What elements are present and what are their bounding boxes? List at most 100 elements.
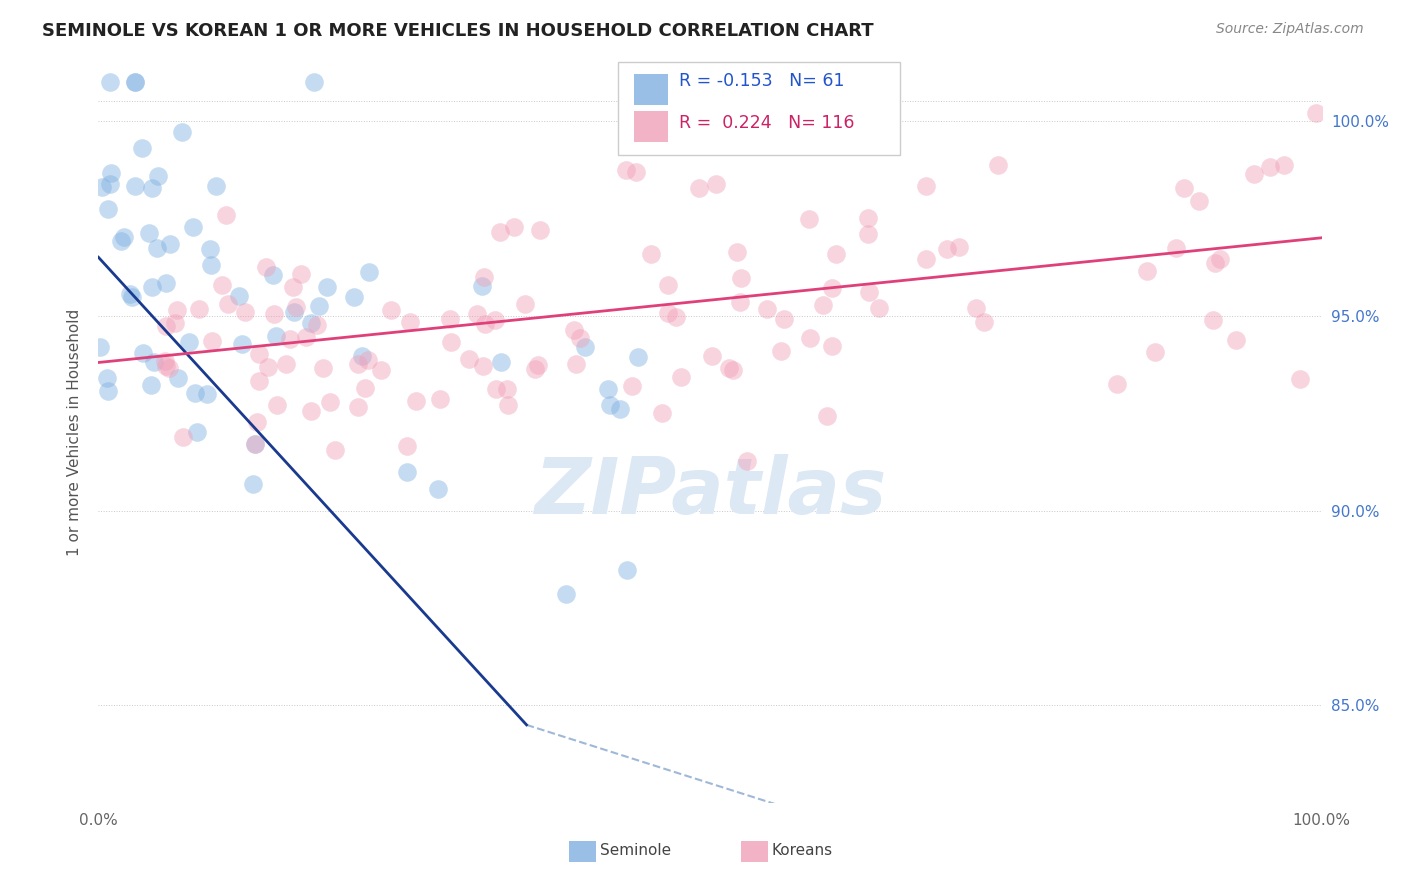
Point bbox=[471, 279, 494, 293]
Point bbox=[347, 357, 370, 371]
Point bbox=[627, 350, 650, 364]
Point bbox=[704, 177, 727, 191]
Point bbox=[596, 382, 619, 396]
Point bbox=[312, 361, 335, 376]
Point bbox=[1208, 252, 1230, 266]
Point bbox=[91, 180, 114, 194]
Point bbox=[319, 395, 342, 409]
Point bbox=[688, 181, 710, 195]
Text: SEMINOLE VS KOREAN 1 OR MORE VEHICLES IN HOUSEHOLD CORRELATION CHART: SEMINOLE VS KOREAN 1 OR MORE VEHICLES IN… bbox=[42, 22, 873, 40]
Point bbox=[484, 383, 506, 397]
Point bbox=[868, 301, 890, 315]
Point bbox=[1289, 372, 1312, 386]
Text: Koreans: Koreans bbox=[772, 843, 832, 858]
Point bbox=[242, 477, 264, 491]
Point bbox=[166, 302, 188, 317]
Point bbox=[755, 302, 778, 317]
Point bbox=[718, 360, 741, 375]
Point bbox=[247, 346, 270, 360]
Point bbox=[1243, 167, 1265, 181]
Point bbox=[285, 300, 308, 314]
Point bbox=[145, 242, 167, 256]
Point bbox=[513, 297, 536, 311]
Point bbox=[472, 270, 495, 285]
Point bbox=[657, 306, 679, 320]
Point bbox=[620, 379, 643, 393]
Point bbox=[1143, 345, 1166, 359]
Point bbox=[166, 371, 188, 385]
Point bbox=[155, 359, 177, 374]
Point bbox=[484, 313, 506, 327]
Point bbox=[263, 307, 285, 321]
Point bbox=[141, 280, 163, 294]
Point bbox=[143, 355, 166, 369]
Text: R = -0.153   N= 61: R = -0.153 N= 61 bbox=[679, 72, 845, 90]
Point bbox=[574, 340, 596, 354]
Point bbox=[471, 359, 494, 373]
Point bbox=[257, 360, 280, 375]
Point bbox=[281, 280, 304, 294]
Point bbox=[737, 454, 759, 468]
Point bbox=[124, 75, 146, 89]
Point bbox=[299, 404, 322, 418]
Point bbox=[669, 370, 692, 384]
Point bbox=[439, 311, 461, 326]
Point bbox=[1204, 256, 1226, 270]
Point bbox=[856, 227, 879, 241]
Point bbox=[370, 363, 392, 377]
Point bbox=[440, 334, 463, 349]
Point bbox=[211, 278, 233, 293]
Point bbox=[141, 377, 163, 392]
Text: Seminole: Seminole bbox=[600, 843, 671, 858]
Point bbox=[811, 297, 834, 311]
Point bbox=[346, 401, 368, 415]
Point bbox=[264, 328, 287, 343]
Point bbox=[198, 242, 221, 256]
Point bbox=[215, 208, 238, 222]
Point bbox=[124, 75, 146, 89]
Point bbox=[770, 343, 793, 358]
Point bbox=[965, 301, 987, 315]
Point bbox=[474, 318, 496, 332]
Point bbox=[405, 394, 427, 409]
Point bbox=[254, 260, 277, 274]
Point bbox=[153, 354, 176, 368]
Point bbox=[524, 362, 547, 376]
Point bbox=[815, 409, 838, 424]
Point bbox=[98, 75, 121, 89]
Point bbox=[616, 563, 638, 577]
Point bbox=[183, 385, 205, 400]
Point bbox=[155, 276, 177, 290]
Point bbox=[89, 340, 111, 354]
Point bbox=[201, 334, 224, 348]
Point bbox=[502, 219, 524, 234]
Point bbox=[1258, 161, 1281, 175]
Point bbox=[231, 336, 253, 351]
Point bbox=[195, 387, 218, 401]
Point bbox=[110, 234, 132, 248]
Point bbox=[283, 305, 305, 319]
Bar bbox=[569, 841, 596, 862]
Point bbox=[233, 305, 256, 319]
Point bbox=[821, 339, 844, 353]
Point bbox=[100, 166, 122, 180]
Point bbox=[665, 310, 688, 325]
Point bbox=[118, 287, 141, 301]
Point bbox=[357, 264, 380, 278]
Point bbox=[276, 357, 298, 371]
Point bbox=[315, 280, 337, 294]
Point bbox=[155, 318, 177, 333]
Point bbox=[290, 267, 312, 281]
Point bbox=[299, 316, 322, 330]
Point bbox=[179, 335, 201, 350]
Point bbox=[1202, 313, 1225, 327]
Point bbox=[159, 236, 181, 251]
Point bbox=[599, 398, 621, 412]
Point bbox=[973, 316, 995, 330]
Point bbox=[262, 268, 284, 282]
Point bbox=[555, 587, 578, 601]
Point bbox=[915, 179, 938, 194]
Point bbox=[124, 179, 146, 194]
Point bbox=[1173, 180, 1195, 194]
Point bbox=[1187, 194, 1209, 208]
